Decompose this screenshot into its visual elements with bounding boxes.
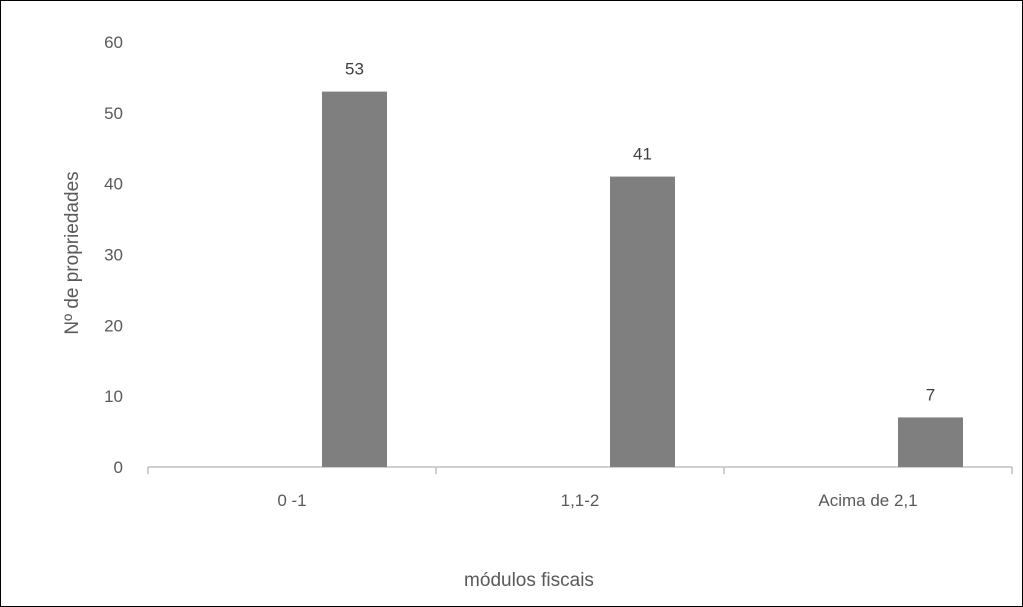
data-label: 41 — [633, 145, 652, 164]
category-label: Acima de 2,1 — [818, 491, 917, 510]
category-label: 0 -1 — [277, 491, 306, 510]
y-tick-label: 40 — [104, 175, 123, 194]
bar — [898, 417, 963, 467]
y-tick-label: 10 — [104, 387, 123, 406]
category-labels: 0 -1 1,1-2 Acima de 2,1 — [277, 491, 917, 510]
y-tick-label: 60 — [104, 33, 123, 52]
y-axis-ticks: 0 10 20 30 40 50 60 — [104, 33, 123, 477]
bars — [322, 91, 963, 468]
y-tick-label: 30 — [104, 246, 123, 265]
y-tick-label: 20 — [104, 316, 123, 335]
category-label: 1,1-2 — [561, 491, 600, 510]
x-axis-title: módulos fiscais — [464, 570, 594, 591]
y-axis-title: Nº de propriedades — [62, 171, 83, 334]
data-label: 53 — [345, 60, 364, 79]
data-labels: 53 41 7 — [345, 60, 935, 405]
x-axis — [147, 466, 1013, 474]
data-label: 7 — [926, 385, 935, 404]
y-tick-label: 0 — [114, 458, 123, 477]
bar — [322, 91, 387, 467]
bar — [610, 176, 675, 468]
y-tick-label: 50 — [104, 104, 123, 123]
